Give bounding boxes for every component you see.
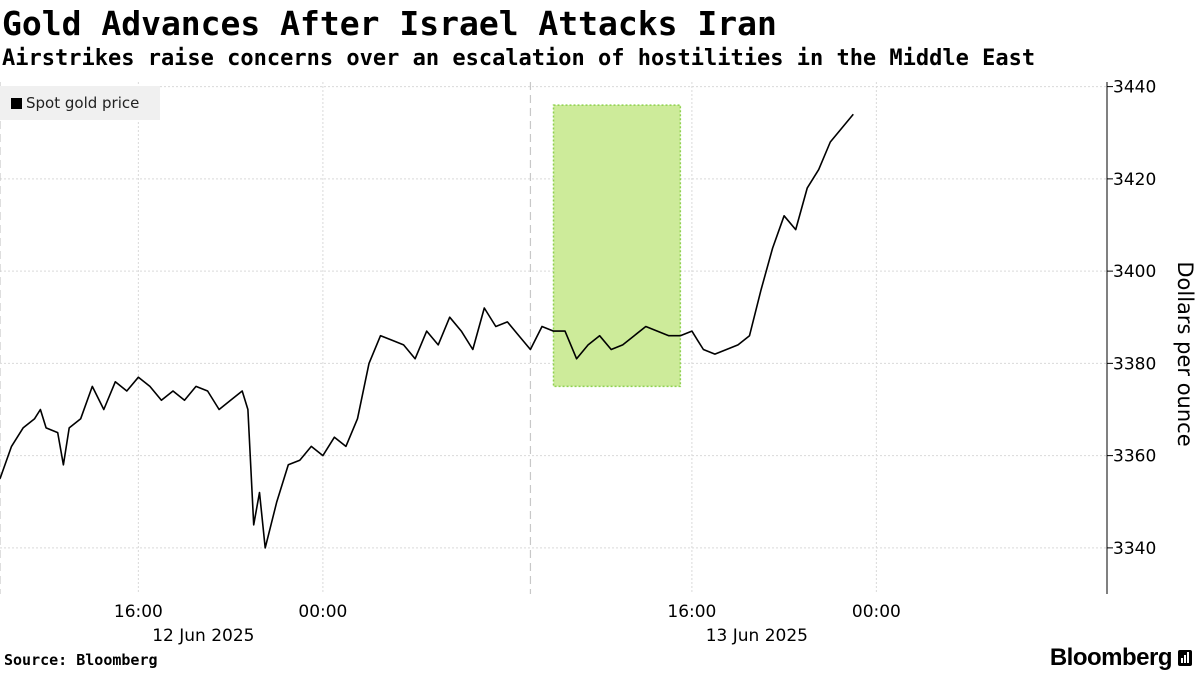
x-axis-ticks: 16:00 12 Jun 2025 00:00 16:00 13 Jun 2025 00:…: [114, 602, 901, 646]
bloomberg-bar-chart-icon: [1178, 650, 1192, 666]
x-tick-sublabel: 12 Jun 2025: [152, 626, 254, 646]
y-tick-label: 3440: [1113, 78, 1156, 98]
y-tick-label: 3420: [1113, 170, 1156, 190]
brand-wordmark: Bloomberg: [1049, 644, 1173, 671]
chart-legend: Spot gold price: [0, 86, 160, 120]
y-tick-label: 3400: [1113, 262, 1156, 282]
y-axis-label: Dollars per ounce: [1173, 261, 1197, 446]
y-tick-label: 3360: [1113, 447, 1156, 467]
chart-subtitle: Airstrikes raise concerns over an escala…: [2, 46, 1036, 71]
source-note: Source: Bloomberg: [4, 651, 158, 669]
session-dividers: [0, 82, 532, 594]
y-tick-label: 3340: [1113, 539, 1156, 559]
x-tick-label: 00:00: [852, 602, 901, 622]
x-tick-sublabel: 13 Jun 2025: [706, 626, 808, 646]
chart-title: Gold Advances After Israel Attacks Iran: [2, 4, 777, 43]
spot-gold-price-line: [0, 113, 854, 549]
legend-swatch-icon: [11, 97, 22, 109]
x-tick-label: 16:00: [667, 602, 716, 622]
attack-highlight-region: [552, 104, 682, 388]
x-tick-label: 00:00: [298, 602, 347, 622]
x-tick-label: 16:00: [114, 602, 163, 622]
y-tick-label: 3380: [1113, 354, 1156, 374]
y-axis-ticks: 3340 3360 3380 3400 3420 3440: [1107, 78, 1156, 559]
brand-logo: Bloomberg: [1050, 644, 1192, 672]
legend-label: Spot gold price: [26, 94, 140, 112]
